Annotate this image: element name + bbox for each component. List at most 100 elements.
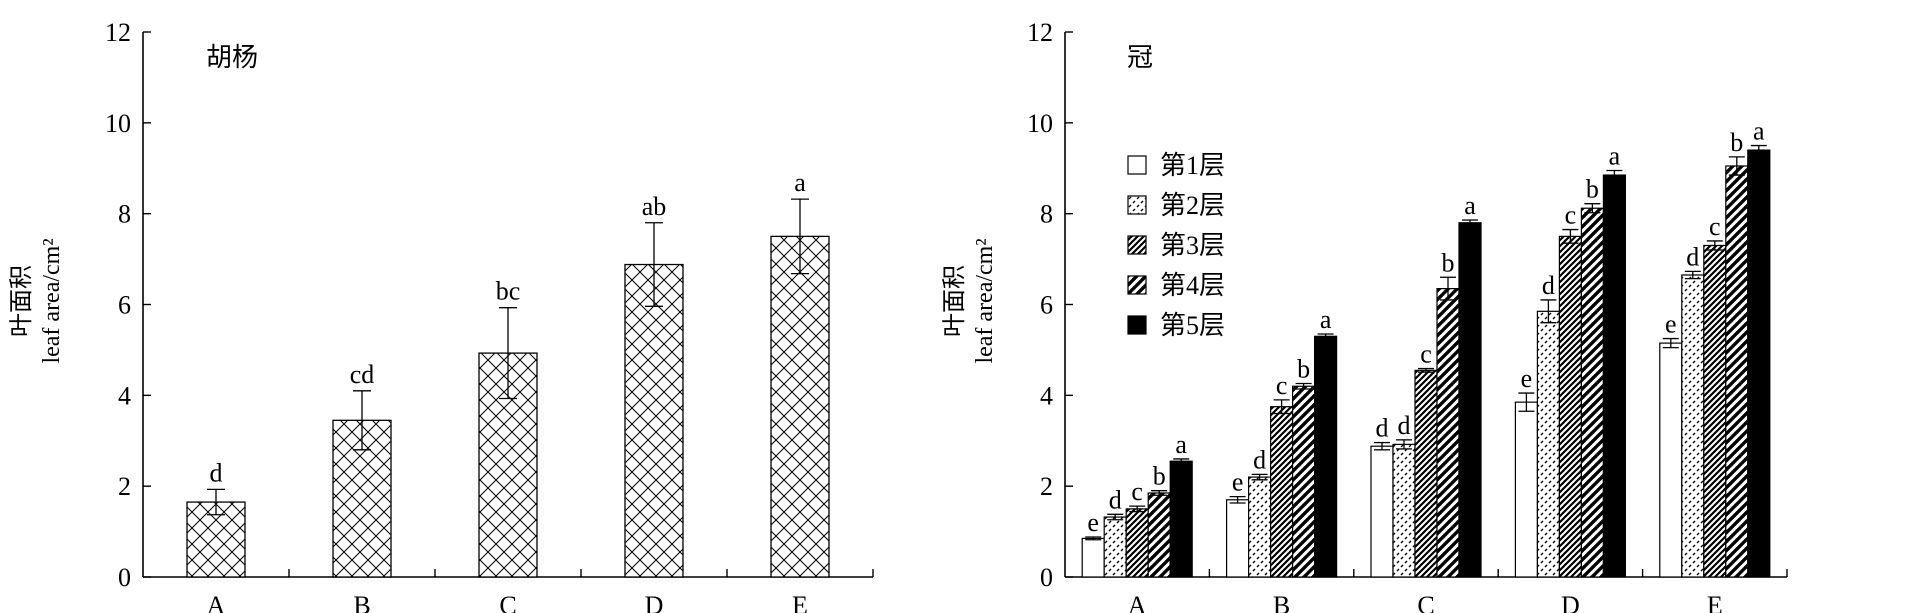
right-bar-C-series4 bbox=[1436, 288, 1460, 578]
right-bar-C-series3 bbox=[1414, 369, 1438, 578]
legend-label-series1: 第1层 bbox=[1160, 151, 1225, 180]
right-sig-label: d bbox=[1398, 411, 1411, 440]
left-axes: 0 2 4 6 8 10 12 A B C D E bbox=[105, 18, 874, 613]
right-x-tick-label: A bbox=[1128, 591, 1147, 613]
right-y-tick-label: 10 bbox=[1027, 109, 1053, 138]
right-sig-label: a bbox=[1175, 430, 1187, 459]
right-sig-label: d bbox=[1109, 485, 1122, 514]
right-bar-B-series4 bbox=[1291, 385, 1316, 578]
right-bar-C-series5 bbox=[1458, 222, 1482, 578]
right-sig-label: b bbox=[1730, 128, 1743, 157]
left-sig-label: bc bbox=[496, 277, 521, 306]
left-y-tick-label: 2 bbox=[118, 472, 131, 501]
right-sig-label: a bbox=[1609, 142, 1621, 171]
right-x-tick-label: E bbox=[1707, 591, 1723, 613]
left-y-tick-label: 6 bbox=[118, 291, 131, 320]
right-sig-label: e bbox=[1521, 364, 1533, 393]
left-y-tick-label: 0 bbox=[118, 563, 131, 592]
legend-swatch-series2 bbox=[1127, 195, 1147, 215]
right-x-tick-label: B bbox=[1273, 591, 1290, 613]
legend-label-series3: 第3层 bbox=[1160, 231, 1225, 260]
right-sig-label: a bbox=[1464, 191, 1476, 220]
right-sig-label: b bbox=[1442, 248, 1455, 277]
right-sig-label: b bbox=[1153, 462, 1166, 491]
left-x-tick-label: E bbox=[792, 591, 808, 613]
left-sig-label: cd bbox=[350, 360, 375, 389]
right-bar-D-series4 bbox=[1580, 207, 1605, 578]
left-sig-label: ab bbox=[642, 192, 667, 221]
right-sig-label: a bbox=[1753, 117, 1765, 146]
right-y-tick-label: 8 bbox=[1040, 200, 1053, 229]
left-x-tick-label: C bbox=[499, 591, 516, 613]
left-y-axis-title-en: leaf area/cm² bbox=[39, 238, 65, 363]
right-bar-E-series5 bbox=[1747, 149, 1771, 578]
legend-label-series4: 第4层 bbox=[1160, 271, 1225, 300]
right-sig-label: c bbox=[1565, 201, 1577, 230]
left-y-tick-label: 4 bbox=[118, 381, 131, 410]
right-bar-A-series3 bbox=[1125, 508, 1149, 578]
right-bar-D-series1 bbox=[1514, 401, 1539, 578]
left-y-axis-title-zh: 叶面积 bbox=[8, 265, 35, 337]
left-sig-label: d bbox=[210, 458, 223, 487]
right-sig-label: e bbox=[1087, 508, 1099, 537]
right-sig-label: d bbox=[1686, 242, 1699, 271]
legend-swatch-series4 bbox=[1127, 275, 1147, 295]
legend-swatch-series5 bbox=[1127, 315, 1147, 335]
right-x-tick-label: C bbox=[1417, 591, 1434, 613]
left-x-tick-label: D bbox=[645, 591, 664, 613]
right-sig-label: c bbox=[1276, 371, 1288, 400]
right-y-tick-label: 12 bbox=[1027, 18, 1053, 47]
left-bars: d cd bc ab a bbox=[186, 168, 830, 578]
right-bar-E-series3 bbox=[1703, 244, 1727, 578]
right-sig-label: d bbox=[1376, 414, 1389, 443]
left-y-tick-label: 12 bbox=[105, 18, 131, 47]
right-bar-B-series5 bbox=[1313, 335, 1338, 578]
right-y-axis-title: 叶面积 leaf area/cm² bbox=[941, 238, 998, 363]
right-bar-C-series2 bbox=[1392, 443, 1416, 578]
right-y-axis-title-zh: 叶面积 bbox=[941, 265, 968, 337]
legend-label-series5: 第5层 bbox=[1160, 311, 1225, 340]
right-bar-C-series1 bbox=[1370, 445, 1394, 578]
right-bar-B-series3 bbox=[1269, 406, 1294, 578]
right-bar-D-series2 bbox=[1536, 310, 1561, 578]
right-y-tick-label: 4 bbox=[1040, 381, 1053, 410]
right-y-tick-label: 6 bbox=[1040, 291, 1053, 320]
left-chart-panel: 叶面积 leaf area/cm² 胡杨 0 2 4 6 8 10 12 A B C D E d cd b… bbox=[8, 18, 874, 613]
right-sig-label: c bbox=[1131, 477, 1143, 506]
left-y-tick-label: 10 bbox=[105, 109, 131, 138]
right-sig-label: c bbox=[1709, 212, 1721, 241]
right-sig-label: e bbox=[1665, 310, 1677, 339]
legend-label-series2: 第2层 bbox=[1160, 191, 1225, 220]
left-panel-title: 胡杨 bbox=[206, 43, 258, 72]
right-bar-A-series5 bbox=[1169, 460, 1193, 578]
left-x-tick-label: A bbox=[207, 591, 226, 613]
left-bar-D bbox=[624, 263, 684, 578]
right-sig-label: b bbox=[1297, 355, 1310, 384]
right-bar-D-series3 bbox=[1558, 235, 1583, 578]
right-y-tick-label: 2 bbox=[1040, 472, 1053, 501]
right-y-axis-title-en: leaf area/cm² bbox=[972, 238, 998, 363]
left-x-tick-label: B bbox=[353, 591, 370, 613]
right-bar-B-series2 bbox=[1247, 476, 1272, 578]
right-bar-A-series2 bbox=[1103, 516, 1127, 578]
legend-swatch-series1 bbox=[1127, 155, 1147, 175]
right-bar-D-series5 bbox=[1602, 174, 1627, 578]
right-panel-title: 冠 bbox=[1127, 43, 1153, 72]
right-sig-label: a bbox=[1320, 305, 1332, 334]
legend-swatch-series3 bbox=[1127, 235, 1147, 255]
right-sig-label: d bbox=[1542, 271, 1555, 300]
right-x-tick-label: D bbox=[1561, 591, 1580, 613]
left-sig-label: a bbox=[794, 168, 806, 197]
right-bar-A-series4 bbox=[1147, 492, 1171, 578]
right-bar-E-series2 bbox=[1681, 274, 1705, 578]
left-y-tick-label: 8 bbox=[118, 200, 131, 229]
right-sig-label: b bbox=[1586, 175, 1599, 204]
right-y-tick-label: 0 bbox=[1040, 563, 1053, 592]
right-sig-label: c bbox=[1420, 340, 1432, 369]
right-bar-E-series4 bbox=[1725, 165, 1749, 578]
right-bar-E-series1 bbox=[1659, 342, 1683, 578]
